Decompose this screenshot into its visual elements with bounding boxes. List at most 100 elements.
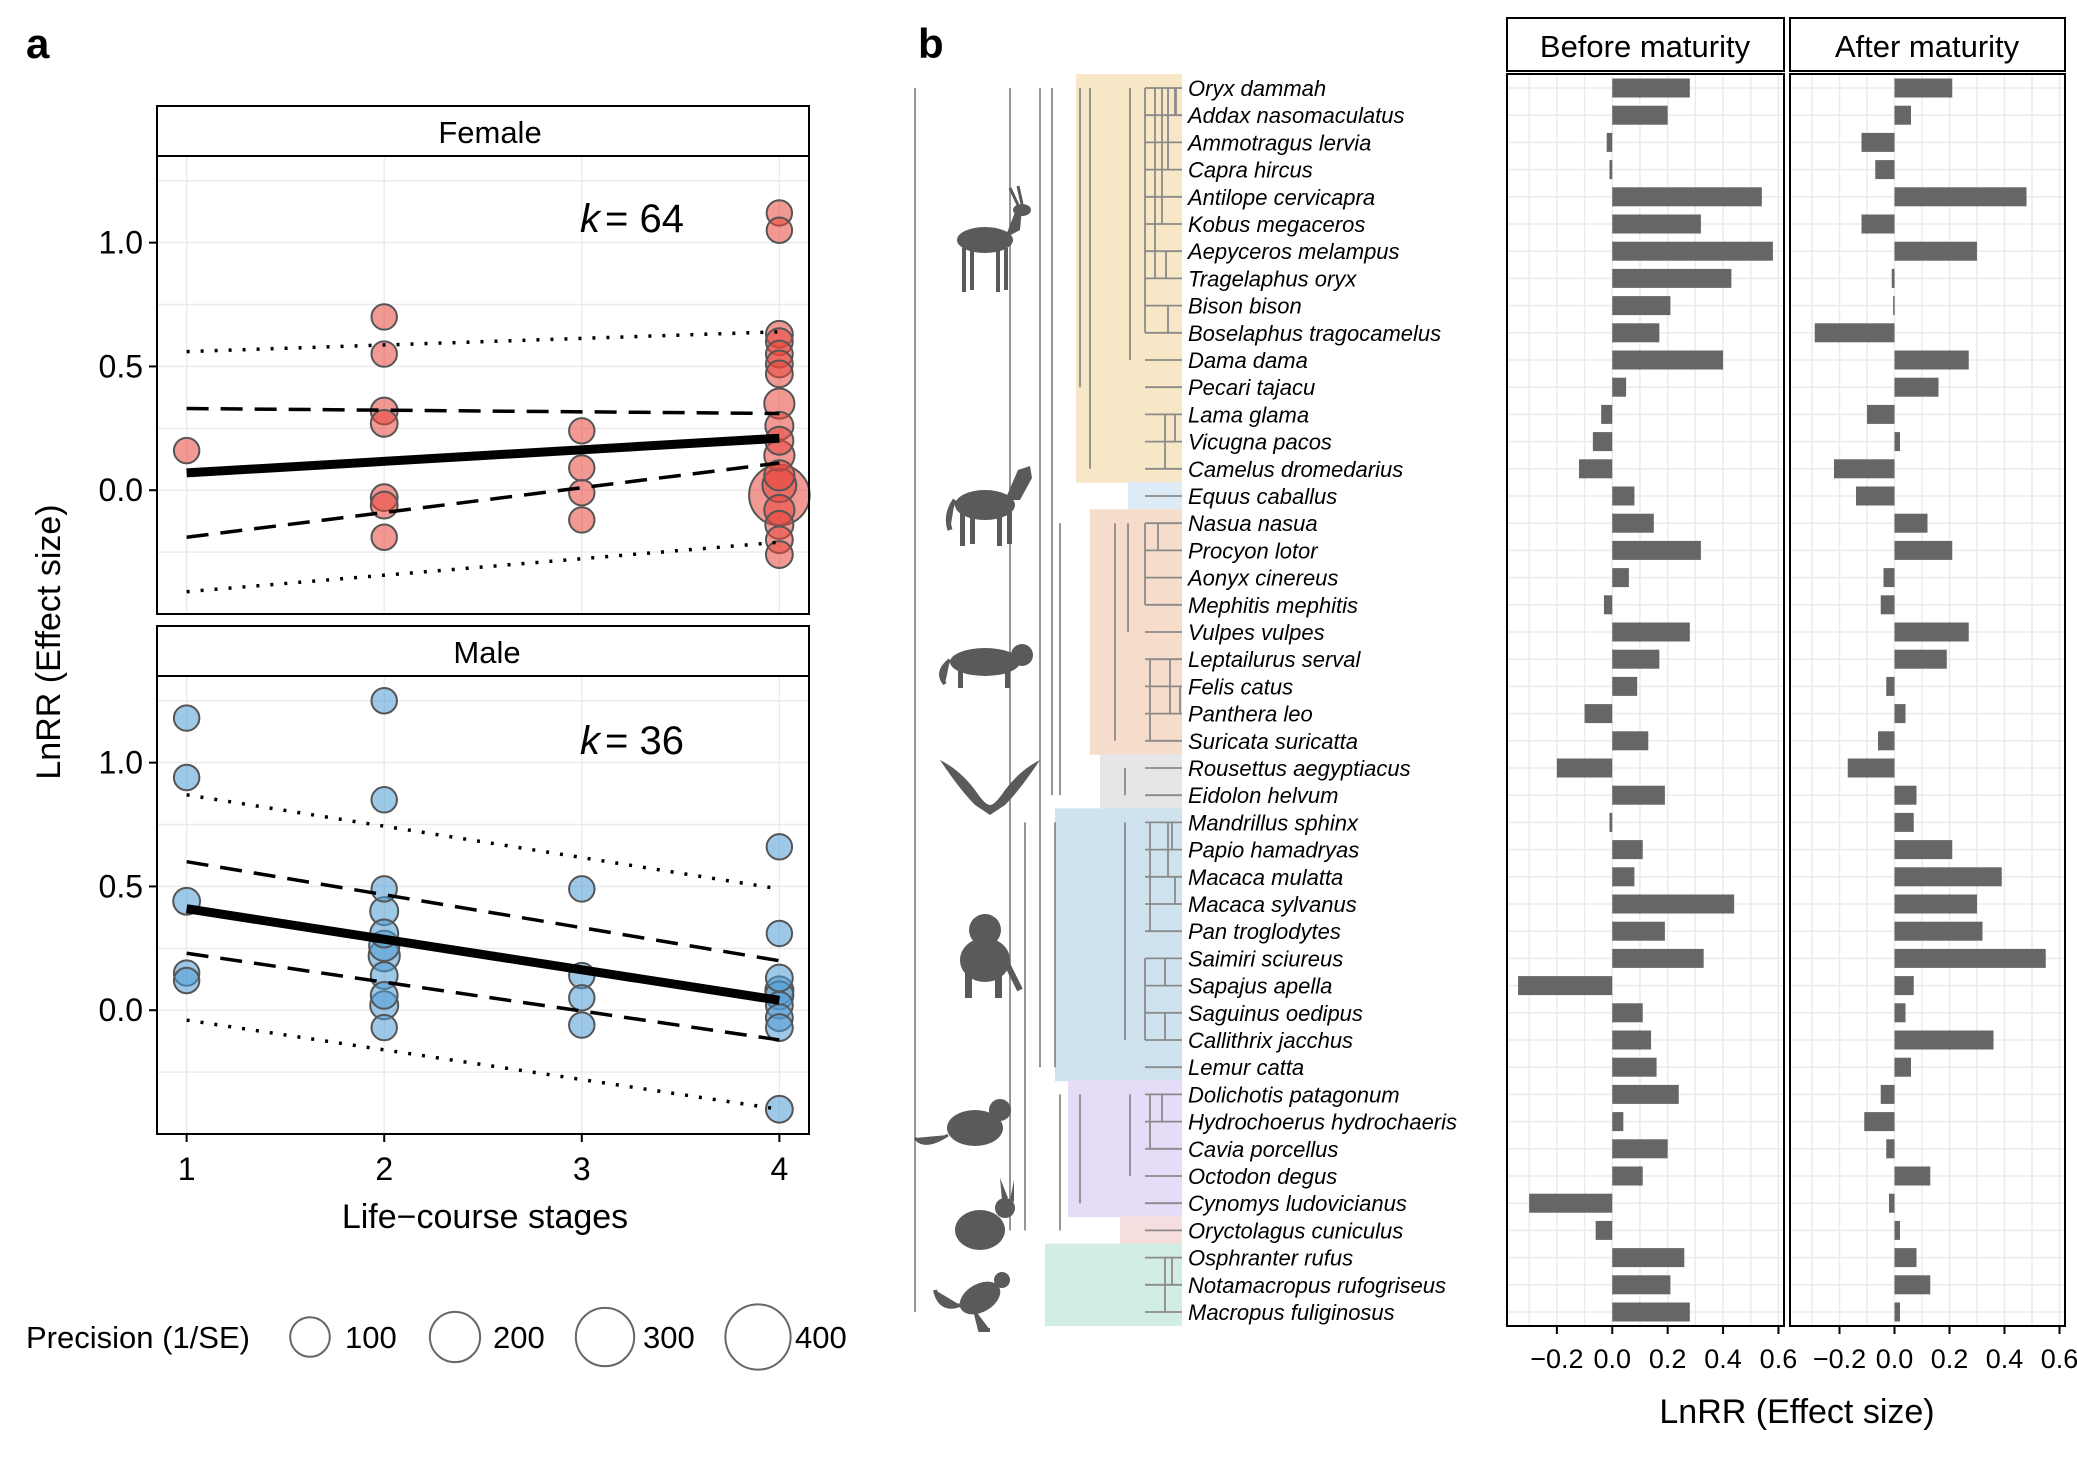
bar [1612, 840, 1642, 859]
data-point [371, 688, 396, 713]
data-point [371, 304, 396, 329]
facet-strip-before-maturity-label: Before maturity [1540, 29, 1751, 64]
data-point [569, 985, 594, 1010]
bar [1612, 1248, 1684, 1267]
bar [1895, 541, 1953, 560]
bar [1895, 704, 1906, 723]
bar [1612, 1303, 1690, 1322]
x-tick-label: −0.2 [1530, 1344, 1583, 1374]
x-tick-label: 2 [375, 1151, 393, 1187]
data-point [569, 507, 594, 532]
bar [1862, 215, 1895, 234]
bar [1612, 351, 1723, 370]
bar [1895, 813, 1914, 832]
species-label: Mephitis mephitis [1188, 593, 1358, 618]
bar [1895, 351, 1969, 370]
x-tick-label: 0.4 [1986, 1344, 2024, 1374]
species-label: Hydrochoerus hydrochaeris [1188, 1110, 1457, 1135]
species-label: Procyon lotor [1188, 538, 1319, 563]
bar [1895, 514, 1928, 533]
bar [1892, 269, 1895, 288]
data-point [766, 360, 793, 387]
data-point [766, 965, 793, 992]
bar [1612, 922, 1665, 941]
bar [1601, 405, 1612, 424]
data-point [569, 455, 594, 480]
x-tick-label: −0.2 [1813, 1344, 1866, 1374]
x-tick-label: 0.0 [1876, 1344, 1914, 1374]
y-tick-label: 0.5 [99, 348, 143, 384]
species-label: Kobus megaceros [1188, 212, 1365, 237]
bar [1612, 215, 1701, 234]
bar [1895, 1058, 1912, 1077]
rabbit-icon [955, 1178, 1015, 1250]
bar [1612, 1058, 1656, 1077]
species-label: Capra hircus [1188, 158, 1313, 183]
bar [1596, 1221, 1613, 1240]
bar [1612, 1112, 1623, 1131]
panel-a-y-axis-title: LnRR (Effect size) [30, 504, 68, 779]
species-label: Cynomys ludovicianus [1188, 1191, 1407, 1216]
bar [1612, 650, 1659, 669]
species-label: Lama glama [1188, 402, 1309, 427]
species-label: Aepyceros melampus [1186, 239, 1400, 264]
species-label: Addax nasomaculatus [1186, 103, 1404, 128]
species-label: Macaca mulatta [1188, 865, 1343, 890]
species-label: Camelus dromedarius [1188, 457, 1403, 482]
bar [1895, 432, 1901, 451]
data-point [767, 921, 792, 946]
species-label: Panthera leo [1188, 702, 1313, 727]
facet-strip-after-maturity-label: After maturity [1835, 29, 2020, 64]
antelope-icon [957, 186, 1031, 292]
legend-label: 300 [643, 1320, 695, 1355]
species-label: Tragelaphus oryx [1188, 266, 1357, 291]
bar [1612, 623, 1690, 642]
bat-icon [940, 760, 1040, 815]
species-label: Callithrix jacchus [1188, 1028, 1353, 1053]
data-point [371, 982, 398, 1009]
bar [1893, 296, 1895, 315]
bar [1612, 1085, 1678, 1104]
bar [1612, 269, 1731, 288]
bar [1612, 895, 1734, 914]
big-cat-icon [941, 644, 1033, 688]
panel-label-b: b [918, 20, 944, 67]
panel-a-x-ticks: 1 2 3 4 [178, 1134, 789, 1187]
x-tick-label: 0.2 [1931, 1344, 1969, 1374]
bar [1895, 187, 2027, 206]
bar-panel-background [1790, 74, 2065, 1326]
bar [1889, 1194, 1895, 1213]
species-label: Lemur catta [1188, 1055, 1304, 1080]
bar [1612, 1275, 1670, 1294]
bar [1612, 1031, 1651, 1050]
species-label: Ammotragus lervia [1186, 130, 1371, 155]
bar [1895, 1275, 1931, 1294]
bar [1612, 187, 1762, 206]
bar [1895, 650, 1947, 669]
bar [1609, 813, 1612, 832]
bar [1895, 1221, 1901, 1240]
bar [1895, 786, 1917, 805]
species-label: Vulpes vulpes [1188, 620, 1325, 645]
species-label: Rousettus aegyptiacus [1188, 756, 1411, 781]
bar [1612, 1167, 1642, 1186]
species-label: Antilope cervicapra [1186, 185, 1375, 210]
bar [1815, 323, 1895, 342]
clade-band-bats [1100, 754, 1182, 809]
species-label: Boselaphus tragocamelus [1188, 321, 1441, 346]
bar [1557, 759, 1612, 778]
bar [1612, 514, 1654, 533]
species-label: Pecari tajacu [1188, 375, 1315, 400]
species-label: Suricata suricatta [1188, 729, 1358, 754]
bar [1612, 79, 1690, 98]
x-tick-label: 0.0 [1593, 1344, 1631, 1374]
bar [1612, 106, 1667, 125]
species-labels: Oryx dammahAddax nasomaculatusAmmotragus… [1186, 76, 1457, 1325]
bar [1895, 242, 1978, 261]
bar [1867, 405, 1895, 424]
species-label: Bison bison [1188, 294, 1302, 319]
legend-key [725, 1304, 790, 1369]
species-label: Octodon degus [1188, 1164, 1337, 1189]
bar [1612, 296, 1670, 315]
bar [1895, 1031, 1994, 1050]
